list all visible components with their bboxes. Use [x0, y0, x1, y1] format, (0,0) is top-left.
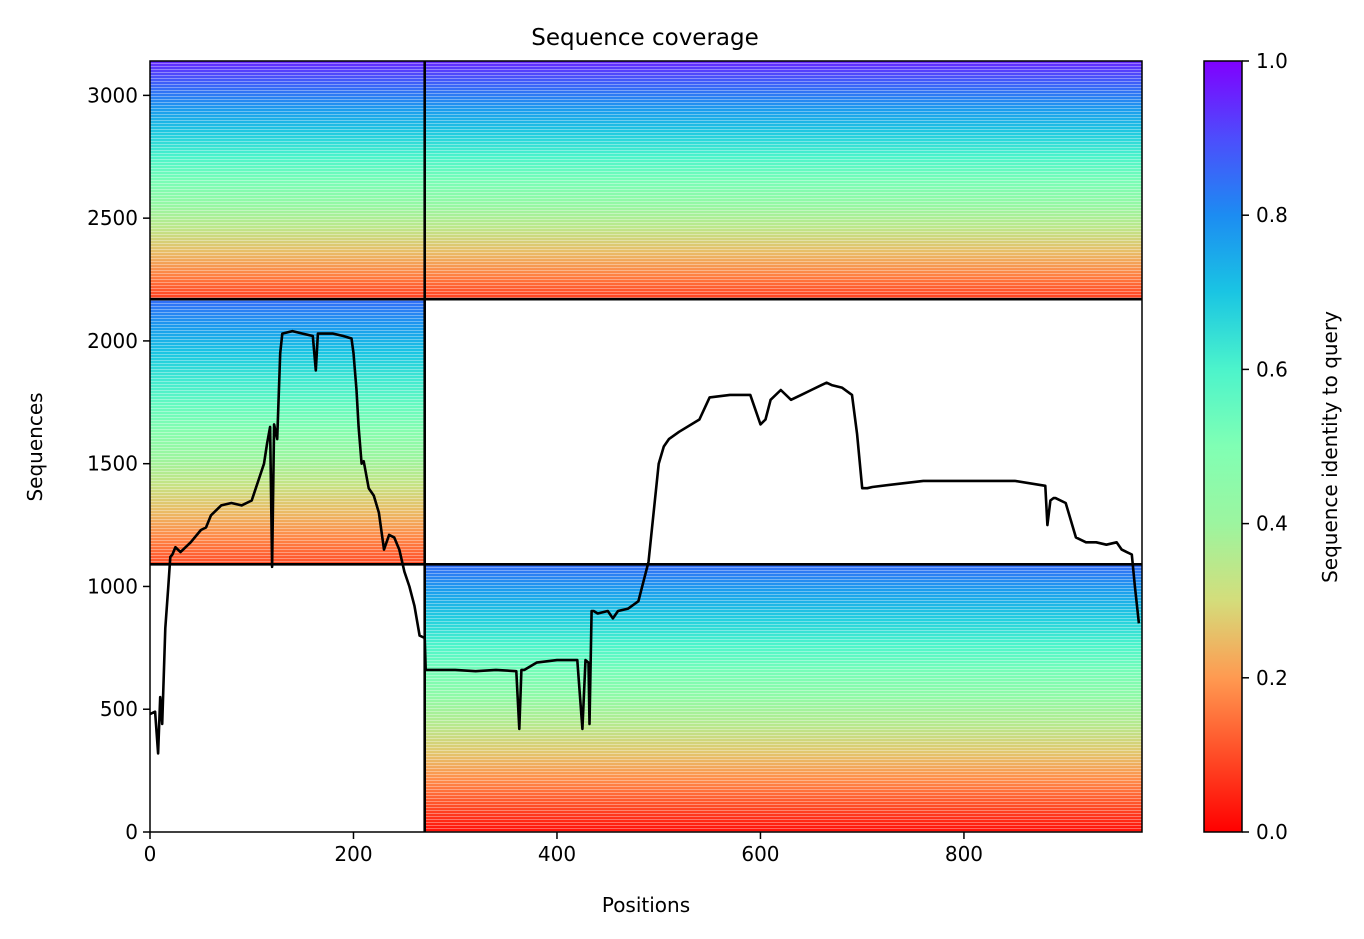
- plot-frame: [149, 60, 1143, 833]
- x-axis-ticks: 0 200 400 600 800: [144, 832, 983, 866]
- y-tick-label: 2000: [87, 329, 138, 353]
- colorbar-tick-label: 0.8: [1256, 203, 1288, 227]
- colorbar-tick-label: 1.0: [1256, 49, 1288, 73]
- y-tick-label: 500: [100, 697, 138, 721]
- colorbar-label: Sequence identity to query: [1318, 311, 1342, 583]
- heatmap-block-texture: [424, 61, 1142, 300]
- coverage-line: [149, 329, 1141, 755]
- x-tick-label: 800: [945, 842, 983, 866]
- y-tick-label: 1500: [87, 452, 138, 476]
- y-tick-label: 1000: [87, 574, 138, 598]
- block-separators: [150, 61, 1142, 832]
- y-tick-label: 2500: [87, 206, 138, 230]
- colorbar-tick-label: 0.0: [1256, 820, 1288, 844]
- x-tick-label: 600: [741, 842, 779, 866]
- x-tick-label: 0: [144, 842, 157, 866]
- chart-title: Sequence coverage: [531, 25, 759, 51]
- x-tick-label: 200: [334, 842, 372, 866]
- x-tick-label: 400: [538, 842, 576, 866]
- heatmap-block-texture: [150, 61, 425, 300]
- y-axis-label: Sequences: [23, 392, 47, 501]
- heatmap-block-texture: [424, 564, 1142, 832]
- coverage-heatmap: [150, 61, 1142, 832]
- y-axis-ticks: 0 500 1000 1500 2000 2500 3000: [87, 83, 150, 844]
- colorbar-tick-label: 0.6: [1256, 357, 1288, 381]
- colorbar-tick-label: 0.4: [1256, 512, 1288, 536]
- heatmap-block-texture: [150, 299, 425, 565]
- colorbar: [1203, 60, 1243, 833]
- colorbar-tick-label: 0.2: [1256, 666, 1288, 690]
- colorbar-ticks: 0.0 0.2 0.4 0.6 0.8 1.0: [1242, 49, 1288, 844]
- x-axis-label: Positions: [602, 893, 690, 917]
- y-tick-label: 3000: [87, 83, 138, 107]
- y-tick-label: 0: [125, 820, 138, 844]
